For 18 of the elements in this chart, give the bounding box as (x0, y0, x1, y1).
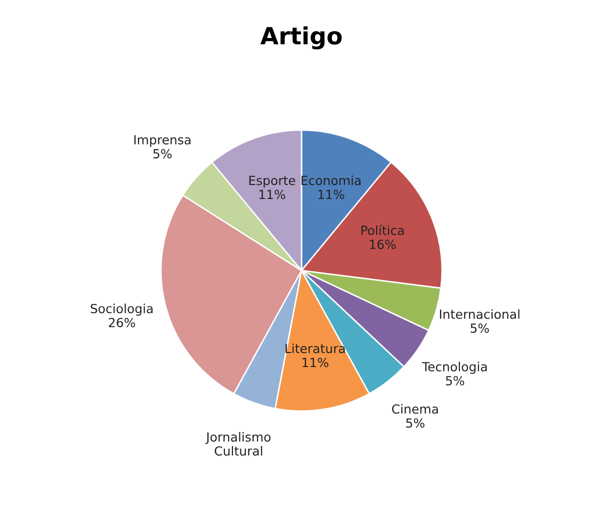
slice-label: Internacional (440, 309, 520, 319)
data-label: 5% (470, 323, 489, 333)
data-label: 5% (406, 418, 424, 428)
slice-label: Sociologia (90, 304, 153, 316)
data-label: 5% (153, 149, 172, 158)
data-label: 26% (108, 318, 136, 328)
slice-label: Cinema (392, 404, 438, 414)
slice-label: Política (361, 224, 404, 236)
slice-label: Esporte (249, 176, 296, 188)
slice-label: Tecnologia (422, 362, 487, 374)
data-label: 11% (318, 190, 344, 200)
data-label: 16% (370, 240, 396, 250)
chart-title: Artigo (260, 26, 342, 50)
slice-label: Jornalismo Cultural (205, 432, 271, 456)
data-label: 11% (302, 358, 328, 368)
data-label: 11% (259, 190, 286, 200)
data-label: 5% (446, 376, 464, 386)
slice-label: Imprensa (134, 135, 190, 147)
